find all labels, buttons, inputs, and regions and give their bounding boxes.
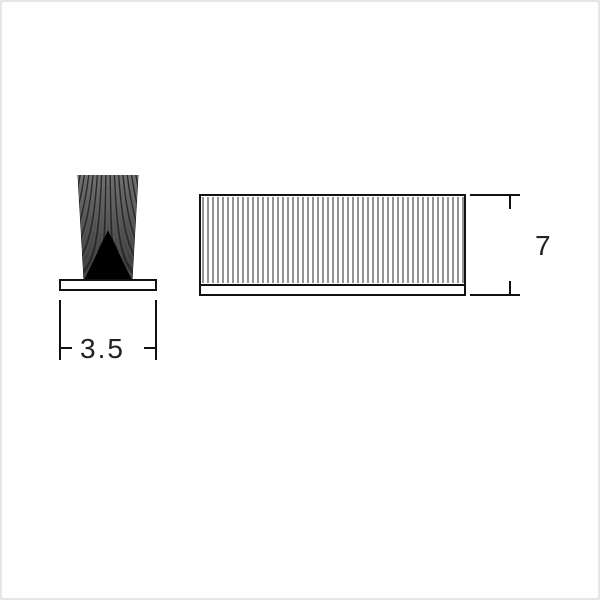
dim-width-label: 3.5 [80,333,125,364]
dim-height-label: 7 [535,230,553,261]
side-body [200,195,465,285]
end-base [60,280,156,290]
frame [1,1,599,599]
end-view: 3.5 [60,175,156,364]
side-view: 7 [200,195,553,295]
side-base [200,285,465,295]
